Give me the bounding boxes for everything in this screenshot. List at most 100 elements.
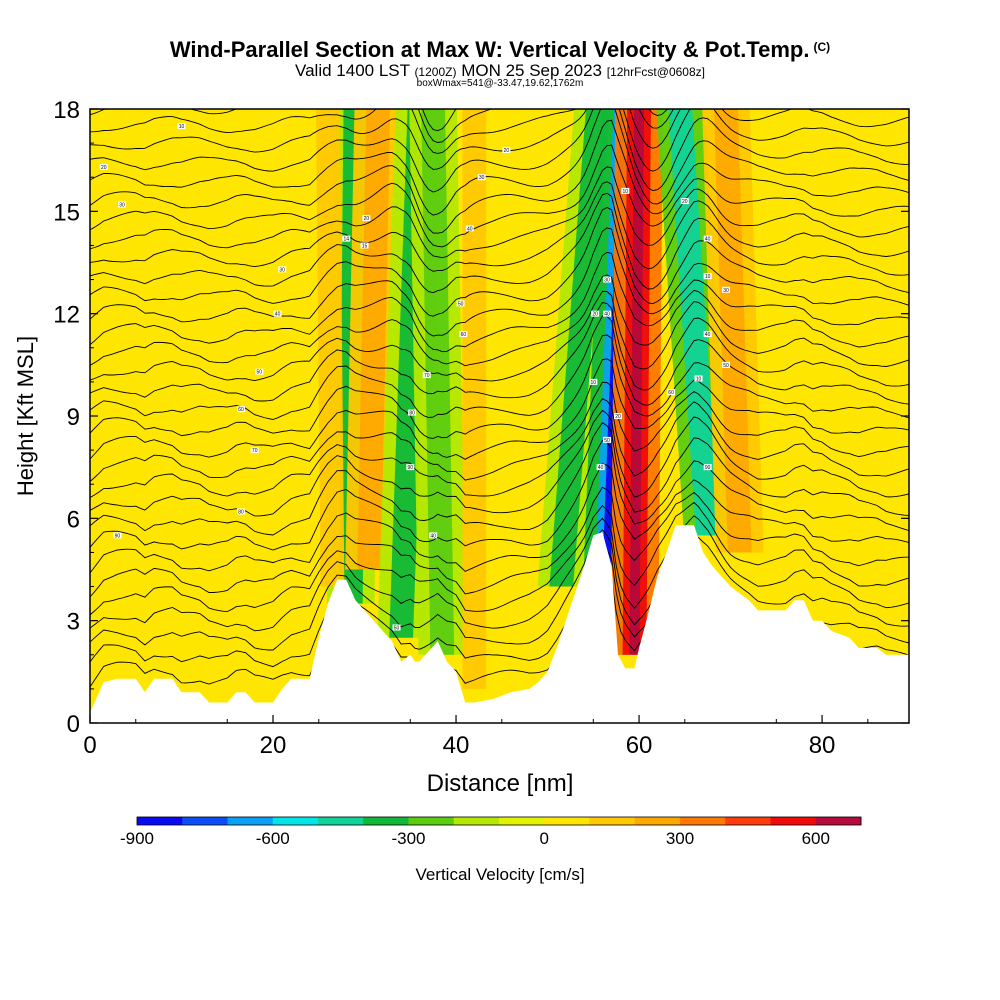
isentrope-label-10: 20 <box>364 216 370 222</box>
w-band-4-1 <box>549 109 610 587</box>
isentrope-label-9: 90 <box>115 533 121 539</box>
isentrope-label-bg-32 <box>680 198 689 205</box>
colorbar-swatch-7 <box>453 817 500 825</box>
isentrope-line-11 <box>90 381 909 482</box>
colorbar-tick-label-0: -900 <box>120 829 154 848</box>
isentrope-line-4 <box>90 501 909 616</box>
isentrope-label-15: 40 <box>467 226 473 232</box>
isentrope-line-25 <box>90 119 909 234</box>
y-tick-label-6: 18 <box>53 97 80 124</box>
isentrope-line-17 <box>90 274 909 367</box>
isentrope-label-34: 10 <box>705 274 711 280</box>
terrain-mask <box>90 525 909 723</box>
isentrope-label-bg-7 <box>250 447 259 454</box>
isentrope-label-bg-31 <box>667 389 676 396</box>
isentrope-label-bg-23 <box>621 187 630 194</box>
x-axis-label: Distance [nm] <box>427 770 574 797</box>
isentrope-label-17: 60 <box>461 332 467 338</box>
isentrope-label-18: 70 <box>424 373 430 379</box>
isentrope-label-bg-5 <box>255 368 264 375</box>
isentrope-line-10 <box>90 398 909 498</box>
isentrope-label-bg-39 <box>703 464 712 471</box>
colorbar-tick-label-2: -300 <box>391 829 425 848</box>
isentrope-label-bg-30 <box>614 413 623 419</box>
x-tick-label-4: 80 <box>809 732 836 759</box>
isentrope-label-4: 40 <box>275 312 281 318</box>
colorbar-swatch-13 <box>725 817 771 825</box>
isentrope-label-36: 40 <box>705 332 711 338</box>
colorbar-swatch-6 <box>408 817 455 825</box>
isentrope-line-24 <box>90 144 909 248</box>
y-tick-label-1: 3 <box>67 609 80 636</box>
y-tick-label-4: 12 <box>53 302 80 329</box>
isentrope-label-bg-34 <box>703 273 712 280</box>
isentrope-label-37: 10 <box>696 376 702 382</box>
chart-title: Wind-Parallel Section at Max W: Vertical… <box>0 37 1000 63</box>
x-tick-label-3: 60 <box>626 732 653 759</box>
isentrope-label-bg-15 <box>465 225 474 232</box>
isentrope-line-13 <box>90 334 909 439</box>
isentrope-line-28 <box>90 109 909 172</box>
isentrope-label-bg-0 <box>118 201 127 208</box>
w-band-8-1 <box>714 109 752 553</box>
isentrope-label-bg-3 <box>278 266 287 273</box>
isentrope-label-27: 10 <box>591 380 597 386</box>
isentrope-label-24: 30 <box>604 278 610 284</box>
colorbar-tick-label-3: 0 <box>540 829 549 848</box>
colorbar-swatch-3 <box>272 817 319 825</box>
isentrope-line-3 <box>90 515 909 632</box>
valid-time-line: Valid 1400 LST (1200Z) MON 25 Sep 2023 [… <box>0 61 1000 81</box>
isentrope-label-35: 30 <box>723 288 729 294</box>
isentrope-line-27 <box>90 109 909 193</box>
colorbar-tick-label-1: -600 <box>256 829 290 848</box>
colorbar-tick-label-5: 600 <box>802 829 830 848</box>
isentrope-label-33: 40 <box>705 237 711 243</box>
isentrope-label-bg-11 <box>342 235 351 242</box>
isentrope-label-bg-21 <box>429 532 438 539</box>
isentrope-label-bg-22 <box>392 624 401 631</box>
isentrope-label-bg-33 <box>703 235 712 242</box>
isentrope-label-bg-8 <box>236 508 245 515</box>
isentrope-label-bg-20 <box>406 464 415 471</box>
colorbar-swatch-2 <box>227 817 274 825</box>
colorbar-swatch-11 <box>634 817 681 825</box>
colorbar-swatch-1 <box>182 817 228 825</box>
isentrope-label-bg-12 <box>360 242 369 249</box>
isentrope-label-8: 80 <box>238 510 244 516</box>
isentrope-line-26 <box>90 109 909 216</box>
isentrope-label-31: 60 <box>668 390 674 396</box>
isentrope-label-39: 90 <box>705 465 711 471</box>
isentrope-line-21 <box>90 192 909 294</box>
isentrope-label-bg-13 <box>502 146 511 153</box>
isentrope-label-bg-4 <box>273 310 282 317</box>
isentrope-line-8 <box>90 422 909 536</box>
isentrope-line-6 <box>90 463 909 574</box>
colorbar-frame <box>136 816 862 826</box>
isentrope-label-21: 40 <box>430 533 436 539</box>
w-band-10-0 <box>462 109 487 689</box>
colorbar-swatch-4 <box>318 817 364 825</box>
isentrope-label-3: 30 <box>279 267 285 273</box>
isentrope-label-bg-26 <box>603 310 612 317</box>
w-band-9-0 <box>316 109 345 587</box>
x-tick-label-0: 0 <box>83 732 96 759</box>
colorbar-swatch-8 <box>499 817 545 825</box>
isentrope-label-30: 20 <box>615 414 621 420</box>
isentrope-line-19 <box>90 227 909 337</box>
isentrope-label-bg-6 <box>236 406 245 413</box>
isentrope-label-19: 80 <box>409 411 415 417</box>
colorbar-label: Vertical Velocity [cm/s] <box>415 865 584 884</box>
isentrope-line-9 <box>90 409 909 517</box>
y-tick-label-5: 15 <box>53 199 80 226</box>
title-mark: (C) <box>813 40 831 54</box>
isentrope-label-bg-17 <box>459 331 468 338</box>
isentrope-label-bg-24 <box>603 276 612 283</box>
isentrope-labels: 30 10 20 30 40 50 60 70 80 90 20 14 15 20 30 40 50 60 70 80… <box>99 123 730 631</box>
vertical-velocity-field <box>90 109 909 723</box>
isentrope-line-12 <box>90 358 909 460</box>
isentrope-label-28: 50 <box>604 438 610 444</box>
isentrope-line-18 <box>90 251 909 353</box>
isentrope-line-14 <box>90 315 909 420</box>
isentrope-label-bg-18 <box>422 372 431 379</box>
isentrope-line-23 <box>90 166 909 259</box>
